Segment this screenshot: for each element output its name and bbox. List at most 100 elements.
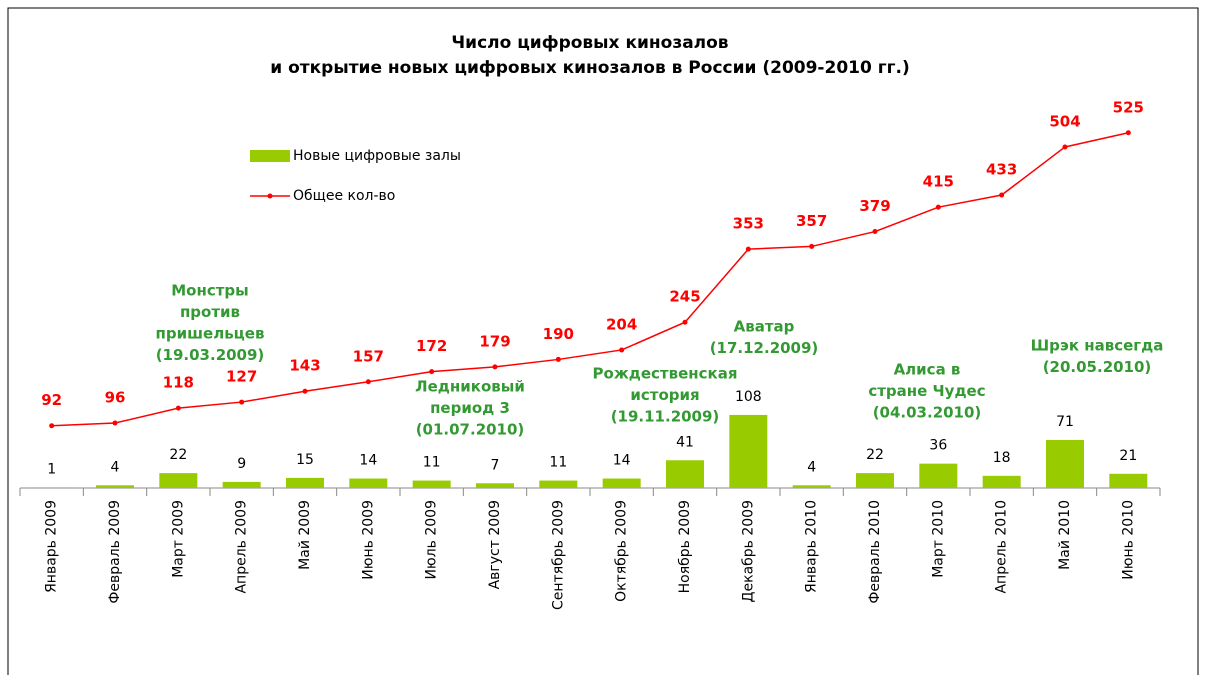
bar-value-label: 22 xyxy=(169,447,187,463)
line-point xyxy=(492,364,498,370)
bar xyxy=(96,485,134,488)
x-tick-label: Апрель 2009 xyxy=(234,500,250,594)
annotation: (19.03.2009) xyxy=(156,346,265,364)
x-tick-label: Ноябрь 2009 xyxy=(677,500,693,593)
bar-value-label: 18 xyxy=(993,450,1011,466)
line-point xyxy=(1125,130,1131,136)
bar xyxy=(1109,473,1148,488)
line-point xyxy=(809,243,815,249)
bar xyxy=(1046,439,1084,488)
line-point xyxy=(619,347,625,353)
annotation: Аватар xyxy=(734,318,795,336)
x-tick-label: Март 2010 xyxy=(930,500,946,578)
annotation: (17.12.2009) xyxy=(710,339,819,357)
chart-title: и открытие новых цифровых кинозалов в Ро… xyxy=(270,58,909,78)
line-value-label: 379 xyxy=(859,197,890,215)
bar xyxy=(349,478,388,488)
line-point xyxy=(365,379,371,385)
annotation: (04.03.2010) xyxy=(873,404,982,422)
line xyxy=(51,132,1129,427)
bar xyxy=(222,481,261,488)
line-value-label: 353 xyxy=(733,215,764,233)
annotation: история xyxy=(630,386,699,404)
bar xyxy=(982,475,1021,488)
line-value-label: 357 xyxy=(796,212,827,230)
x-tick-label: Январь 2009 xyxy=(44,500,60,593)
bar-value-label: 1 xyxy=(47,461,56,477)
line-value-label: 96 xyxy=(105,389,126,407)
annotation: стране Чудес xyxy=(868,382,985,400)
line-value-label: 433 xyxy=(986,161,1017,179)
line-value-label: 504 xyxy=(1049,112,1080,130)
bar xyxy=(919,463,958,488)
line-point xyxy=(429,369,435,375)
x-tick-label: Сентябрь 2009 xyxy=(550,500,566,610)
x-tick-label: Декабрь 2009 xyxy=(740,500,756,602)
x-tick-label: Июль 2009 xyxy=(424,500,440,580)
bar-value-label: 11 xyxy=(549,455,567,471)
line-point xyxy=(745,246,751,252)
bar-value-label: 11 xyxy=(423,455,441,471)
line-point xyxy=(302,388,308,394)
bar-value-label: 14 xyxy=(613,453,631,469)
line-value-label: 204 xyxy=(606,315,637,333)
bar-value-label: 7 xyxy=(491,457,500,473)
x-tick-label: Май 2009 xyxy=(297,500,313,570)
line-value-label: 118 xyxy=(163,374,194,392)
bar xyxy=(476,483,514,488)
bar-value-label: 22 xyxy=(866,447,884,463)
x-tick-label: Февраль 2009 xyxy=(107,500,123,604)
chart-title: Число цифровых кинозалов xyxy=(451,33,728,53)
line-value-label: 127 xyxy=(226,368,257,386)
line-point xyxy=(682,319,688,325)
x-tick-label: Июнь 2010 xyxy=(1120,500,1136,580)
bar-value-label: 14 xyxy=(359,453,377,469)
annotation: (01.07.2010) xyxy=(416,421,525,439)
annotation: пришельцев xyxy=(156,325,265,343)
bar xyxy=(729,414,768,488)
annotation: Монстры xyxy=(171,282,248,300)
bar xyxy=(32,487,71,488)
bar xyxy=(159,473,198,488)
line-point xyxy=(1062,144,1068,150)
bar xyxy=(539,480,578,488)
line-point xyxy=(555,356,561,362)
bar xyxy=(666,460,704,488)
line-point xyxy=(49,423,55,429)
bar-value-label: 4 xyxy=(807,459,816,475)
line-point xyxy=(935,204,941,210)
x-tick-label: Май 2010 xyxy=(1057,500,1073,570)
line-value-label: 172 xyxy=(416,337,447,355)
annotation: против xyxy=(180,303,240,321)
legend-label: Общее кол-во xyxy=(293,188,395,204)
x-tick-label: Октябрь 2009 xyxy=(614,500,630,602)
line-value-label: 157 xyxy=(353,347,384,365)
line-value-label: 245 xyxy=(669,288,700,306)
frame xyxy=(7,7,1199,675)
bar-value-label: 41 xyxy=(676,434,694,450)
line-value-label: 415 xyxy=(923,173,954,191)
line-value-label: 190 xyxy=(543,325,574,343)
legend-swatch xyxy=(267,193,273,199)
line-value-label: 179 xyxy=(479,332,510,350)
annotation: период 3 xyxy=(430,399,510,417)
annotation: (20.05.2010) xyxy=(1043,358,1152,376)
annotation: Рождественская xyxy=(593,365,738,383)
annotation: Шрэк навсегда xyxy=(1031,337,1164,355)
line-point xyxy=(239,399,245,405)
bar xyxy=(412,480,451,488)
x-tick-label: Июнь 2009 xyxy=(360,500,376,580)
bar-value-label: 36 xyxy=(929,438,947,454)
bar-value-label: 15 xyxy=(296,452,314,468)
bar xyxy=(286,477,324,488)
bar xyxy=(602,478,641,488)
line-point xyxy=(999,192,1005,198)
x-tick-label: Август 2009 xyxy=(487,500,503,589)
x-tick-label: Февраль 2010 xyxy=(867,500,883,604)
line-value-label: 92 xyxy=(41,391,62,409)
x-tick-label: Апрель 2010 xyxy=(994,500,1010,594)
line-point xyxy=(175,405,181,411)
bar-value-label: 71 xyxy=(1056,414,1074,430)
x-tick-label: Январь 2010 xyxy=(804,500,820,593)
